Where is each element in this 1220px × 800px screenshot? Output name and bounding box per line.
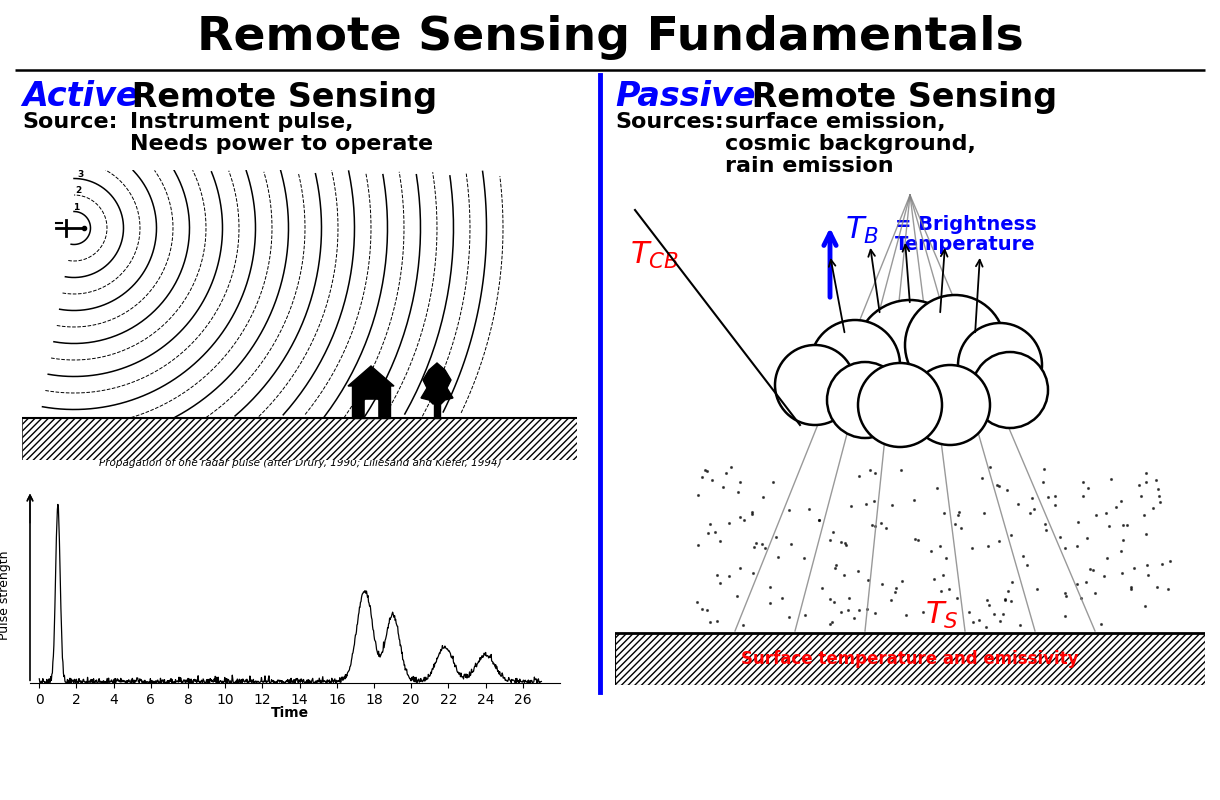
Text: Source:: Source: (22, 112, 117, 132)
Text: $T_{S}$: $T_{S}$ (925, 599, 959, 630)
Circle shape (827, 362, 903, 438)
Text: Remote Sensing: Remote Sensing (120, 81, 437, 114)
Circle shape (855, 300, 965, 410)
Circle shape (972, 352, 1048, 428)
Text: Propagation of one radar pulse (after Drury, 1990; Lillesand and Kiefer, 1994): Propagation of one radar pulse (after Dr… (99, 458, 501, 468)
Circle shape (775, 345, 855, 425)
Circle shape (858, 363, 942, 447)
Text: 2: 2 (76, 186, 82, 195)
Circle shape (905, 295, 1005, 395)
Text: Remote Sensing: Remote Sensing (741, 81, 1057, 114)
Polygon shape (348, 366, 394, 386)
Text: surface emission,: surface emission, (725, 112, 946, 132)
Circle shape (910, 365, 989, 445)
Bar (22, 418, 577, 460)
Text: Passive: Passive (615, 81, 755, 114)
Text: cosmic background,: cosmic background, (725, 134, 976, 154)
Text: 3: 3 (78, 170, 84, 179)
Bar (615, 633, 1205, 685)
Polygon shape (434, 404, 440, 418)
Text: 1: 1 (73, 202, 79, 212)
Text: $T_{B}$: $T_{B}$ (845, 214, 878, 246)
Text: Remote Sensing Fundamentals: Remote Sensing Fundamentals (196, 15, 1024, 61)
Circle shape (810, 320, 900, 410)
Text: Needs power to operate: Needs power to operate (131, 134, 433, 154)
Text: Active: Active (22, 81, 139, 114)
Text: Pulse strength: Pulse strength (0, 551, 11, 641)
Text: = Brightness: = Brightness (895, 215, 1037, 234)
Text: Sources:: Sources: (615, 112, 723, 132)
Text: $T_{CB}$: $T_{CB}$ (630, 239, 678, 270)
Text: Instrument pulse,: Instrument pulse, (131, 112, 354, 132)
Polygon shape (421, 363, 453, 404)
Text: Time: Time (271, 706, 310, 720)
Polygon shape (365, 400, 377, 418)
Text: Surface temperature and emissivity: Surface temperature and emissivity (742, 650, 1078, 668)
Circle shape (958, 323, 1042, 407)
Text: rain emission: rain emission (725, 156, 893, 176)
Text: Temperature: Temperature (895, 235, 1036, 254)
